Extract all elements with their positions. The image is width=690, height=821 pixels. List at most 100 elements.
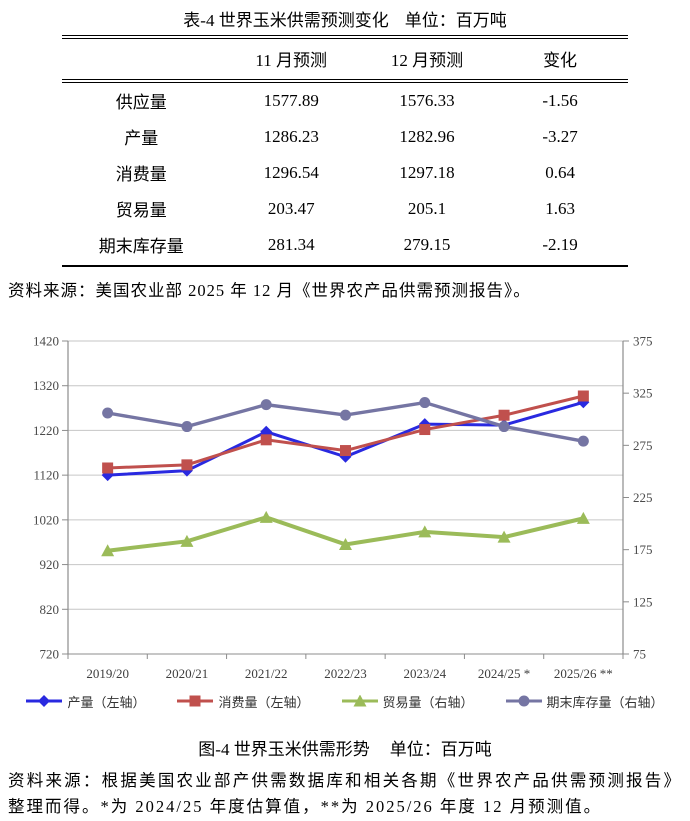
x-axis-label: 2020/21 bbox=[166, 666, 209, 681]
left-axis-label: 1020 bbox=[33, 512, 59, 527]
nov-value: 1286.23 bbox=[263, 126, 319, 146]
legend-label: 产量（左轴） bbox=[67, 694, 146, 710]
figure-unit-label: 单位：百万吨 bbox=[389, 739, 492, 759]
left-axis-label: 920 bbox=[40, 557, 60, 572]
left-axis-label: 720 bbox=[40, 646, 60, 661]
data-point bbox=[259, 510, 273, 523]
legend-item-production: 产量（左轴） bbox=[26, 692, 145, 711]
data-point bbox=[339, 537, 352, 550]
right-axis-label: 125 bbox=[633, 594, 653, 609]
data-point bbox=[497, 530, 511, 543]
chart-legend: 产量（左轴） 消费量（左轴） 贸易量（右轴） 期末库存量（右轴） bbox=[0, 692, 690, 711]
figure-title: 图-4 世界玉米供需形势 bbox=[198, 739, 370, 759]
row-label: 消费量 bbox=[115, 165, 167, 184]
header-dec-forecast: 12 月预测 bbox=[361, 37, 493, 83]
legend-item-ending-stocks: 期末库存量（右轴） bbox=[505, 692, 664, 711]
forecast-table: 11 月预测 12 月预测 变化 供应量 1577.89 1576.33 -1.… bbox=[62, 35, 628, 267]
header-change: 变化 bbox=[492, 37, 628, 83]
left-axis-label: 1320 bbox=[33, 378, 59, 393]
row-label: 期末库存量 bbox=[62, 227, 221, 267]
table-title: 表-4 世界玉米供需预测变化 bbox=[183, 11, 389, 30]
x-axis-label: 2023/24 bbox=[403, 666, 446, 681]
data-point bbox=[518, 695, 530, 707]
data-point bbox=[419, 396, 431, 408]
dec-value: 205.1 bbox=[407, 198, 447, 218]
table-row: 期末库存量 281.34 279.15 -2.19 bbox=[62, 227, 628, 267]
figure-source: 资料来源：根据美国农业部产供需数据库和相关各期《世界农产品供需预测报告》整理而得… bbox=[8, 770, 682, 817]
data-point bbox=[498, 409, 510, 421]
x-axis-label: 2024/25 * bbox=[478, 666, 530, 681]
x-axis-label: 2021/22 bbox=[245, 666, 288, 681]
right-axis-label: 225 bbox=[633, 490, 653, 505]
right-axis-label: 75 bbox=[633, 646, 646, 661]
line-circle-marker-icon bbox=[505, 695, 542, 707]
left-axis-label: 820 bbox=[40, 602, 60, 617]
right-axis-label: 275 bbox=[633, 438, 653, 453]
legend-label: 贸易量（右轴） bbox=[382, 694, 474, 710]
dec-value: 1297.18 bbox=[399, 162, 455, 182]
header-blank bbox=[62, 37, 221, 83]
data-point bbox=[181, 420, 193, 432]
change-value: 1.63 bbox=[545, 198, 575, 218]
legend-label: 消费量（左轴） bbox=[218, 694, 310, 710]
data-point bbox=[180, 534, 194, 547]
table-row: 供应量 1577.89 1576.33 -1.56 bbox=[62, 81, 628, 119]
row-label: 产量 bbox=[124, 129, 159, 148]
row-label: 贸易量 bbox=[115, 201, 167, 220]
header-nov-forecast: 11 月预测 bbox=[220, 37, 362, 83]
legend-label: 期末库存量（右轴） bbox=[546, 694, 664, 710]
dec-value: 1576.33 bbox=[399, 90, 455, 110]
dec-value: 1282.96 bbox=[399, 126, 455, 146]
line-square-marker-icon bbox=[177, 695, 214, 707]
row-label: 供应量 bbox=[115, 93, 167, 112]
right-axis-label: 375 bbox=[633, 333, 653, 348]
data-point bbox=[498, 420, 510, 432]
data-point bbox=[38, 695, 51, 708]
data-point bbox=[102, 462, 114, 474]
line-triangle-marker-icon bbox=[341, 695, 378, 707]
line-diamond-marker-icon bbox=[26, 695, 63, 708]
table-row: 贸易量 203.47 205.1 1.63 bbox=[62, 191, 628, 227]
table-source: 资料来源：美国农业部 2025 年 12 月《世界农产品供需预测报告》。 bbox=[8, 281, 531, 300]
left-axis-label: 1120 bbox=[33, 467, 59, 482]
change-value: -2.19 bbox=[492, 227, 628, 267]
data-point bbox=[418, 525, 432, 538]
left-axis-label: 1220 bbox=[33, 423, 59, 438]
data-point bbox=[189, 695, 201, 707]
table-row: 产量 1286.23 1282.96 -3.27 bbox=[62, 119, 628, 155]
table-header-row: 11 月预测 12 月预测 变化 bbox=[62, 37, 628, 83]
nov-value: 1296.54 bbox=[263, 162, 319, 182]
data-point bbox=[260, 434, 272, 446]
nov-value: 281.34 bbox=[220, 227, 362, 267]
nov-value: 203.47 bbox=[267, 198, 315, 218]
data-point bbox=[353, 695, 366, 707]
table-unit-label: 单位：百万吨 bbox=[404, 11, 507, 30]
data-point bbox=[260, 398, 272, 410]
data-point bbox=[102, 407, 114, 419]
table-caption: 表-4 世界玉米供需预测变化 单位：百万吨 bbox=[0, 0, 690, 31]
legend-item-trade: 贸易量（右轴） bbox=[341, 692, 474, 711]
left-axis-label: 1420 bbox=[33, 333, 59, 348]
dec-value: 279.15 bbox=[361, 227, 493, 267]
data-point bbox=[576, 511, 590, 524]
nov-value: 1577.89 bbox=[263, 90, 319, 110]
figure-caption: 图-4 世界玉米供需形势 单位：百万吨 bbox=[0, 735, 690, 760]
x-axis-label: 2025/26 ** bbox=[554, 666, 613, 681]
supply-demand-line-chart: 720 820 920 1020 1120 1220 1320 1420 75 125 175 225… bbox=[33, 333, 653, 681]
data-point bbox=[340, 444, 351, 456]
data-point bbox=[577, 390, 589, 402]
x-axis-label: 2022/23 bbox=[324, 666, 367, 681]
change-value: -3.27 bbox=[542, 126, 578, 146]
right-axis-label: 325 bbox=[633, 385, 653, 400]
data-point bbox=[419, 423, 431, 435]
table-row: 消费量 1296.54 1297.18 0.64 bbox=[62, 155, 628, 191]
data-point bbox=[340, 409, 351, 421]
change-value: -1.56 bbox=[542, 90, 578, 110]
data-point bbox=[577, 435, 589, 447]
right-axis-label: 175 bbox=[633, 542, 653, 557]
data-point bbox=[101, 543, 115, 556]
x-axis-label: 2019/20 bbox=[86, 666, 129, 681]
legend-item-consumption: 消费量（左轴） bbox=[177, 692, 310, 711]
change-value: 0.64 bbox=[545, 162, 575, 182]
